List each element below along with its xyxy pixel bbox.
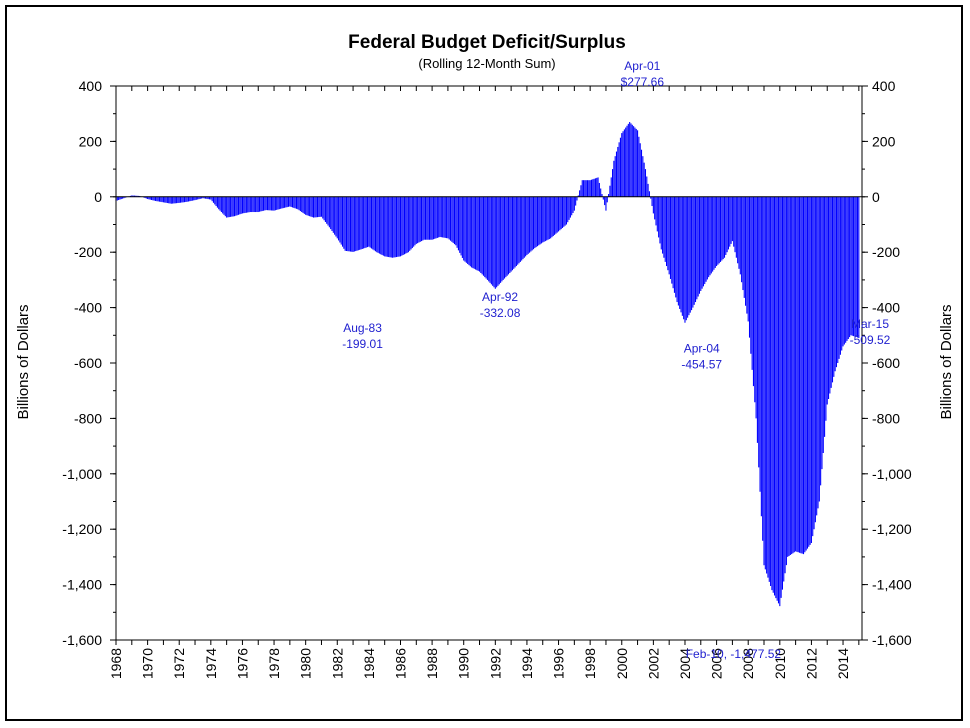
annotation-value: -454.57 [681, 358, 722, 372]
annotation-label: Apr-04 [684, 342, 720, 356]
x-tick-label: 1980 [298, 648, 314, 679]
x-tick-label: 1998 [582, 648, 598, 679]
annotation-value: $277.66 [621, 75, 665, 89]
y-axis-title-left: Billions of Dollars [15, 304, 32, 419]
y-tick-label-right: 200 [872, 133, 896, 149]
y-tick-label-right: 400 [872, 78, 896, 94]
annotation-value: -509.52 [850, 333, 891, 347]
annotation-label: Apr-92 [482, 290, 518, 304]
y-tick-label-right: -1,600 [872, 632, 912, 648]
x-tick-label: 1990 [456, 648, 472, 679]
x-tick-label: 2002 [645, 648, 661, 679]
chart-title: Federal Budget Deficit/Surplus [348, 32, 626, 53]
y-tick-label-left: -400 [74, 300, 102, 316]
annotation-value: -332.08 [480, 306, 521, 320]
y-tick-label-left: -1,200 [62, 521, 102, 537]
y-tick-label-left: 400 [79, 78, 103, 94]
y-tick-label-left: -800 [74, 410, 102, 426]
y-tick-label-right: -1,400 [872, 577, 912, 593]
x-tick-label: 1984 [361, 648, 377, 679]
annotations: Aug-83 -199.01 Apr-92 -332.08 Apr-01 $277.66 A… [342, 59, 890, 661]
x-tick-label: 1988 [424, 648, 440, 679]
y-tick-label-left: -1,600 [62, 632, 102, 648]
y-tick-label-right: -1,200 [872, 521, 912, 537]
y-axis-title-right: Billions of Dollars [938, 304, 955, 419]
x-tick-label: 1970 [140, 648, 156, 679]
x-tick-label: 1996 [551, 648, 567, 679]
x-tick-label: 1986 [392, 648, 408, 679]
x-tick-label: 1982 [329, 648, 345, 679]
plot-area-border [115, 85, 863, 641]
x-tick-label: 2012 [803, 648, 819, 679]
annotation-label: Mar-15 [851, 317, 889, 331]
y-tick-label-left: 200 [79, 133, 103, 149]
y-tick-label-left: -1,400 [62, 577, 102, 593]
x-tick-label: 2000 [614, 648, 630, 679]
y-tick-label-left: -600 [74, 355, 102, 371]
y-tick-label-left: 0 [94, 189, 102, 205]
y-tick-label-right: 0 [872, 189, 880, 205]
y-tick-label-right: -800 [872, 410, 900, 426]
x-tick-label: 1994 [519, 648, 535, 679]
bar-series [115, 122, 860, 607]
chart-subtitle: (Rolling 12-Month Sum) [418, 56, 555, 71]
y-tick-label-left: -200 [74, 244, 102, 260]
annotation-value: -199.01 [342, 337, 383, 351]
x-tick-label: 2004 [677, 648, 693, 679]
y-tick-label-right: -400 [872, 300, 900, 316]
x-tick-label: 2006 [709, 648, 725, 679]
x-tick-label: 2008 [740, 648, 756, 679]
x-tick-label: 1976 [234, 648, 250, 679]
x-tick-label: 1972 [171, 648, 187, 679]
x-tick-label: 1974 [203, 648, 219, 679]
x-tick-label: 1978 [266, 648, 282, 679]
annotation-label: Feb-10, -1,477.52 [686, 647, 782, 661]
annotation-label: Apr-01 [624, 59, 660, 73]
y-tick-label-left: -1,000 [62, 466, 102, 482]
y-tick-label-right: -600 [872, 355, 900, 371]
x-tick-label: 1968 [108, 648, 124, 679]
annotation-label: Aug-83 [343, 321, 382, 335]
y-tick-label-right: -1,000 [872, 466, 912, 482]
x-tick-label: 1992 [487, 648, 503, 679]
x-tick-label: 2014 [835, 648, 851, 679]
y-tick-label-right: -200 [872, 244, 900, 260]
x-tick-label: 2010 [772, 648, 788, 679]
